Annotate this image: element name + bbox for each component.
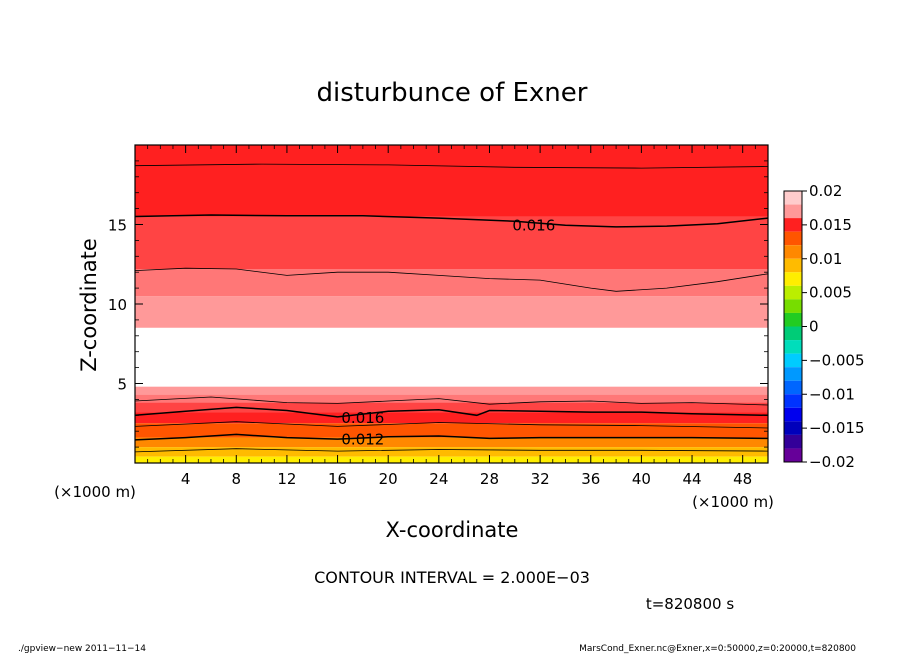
filled-contours (135, 145, 768, 463)
contour-label: 0.016 (341, 409, 384, 427)
contour-line-2 (135, 163, 768, 169)
z-unit-label: (×1000 m) (54, 483, 136, 501)
time-label: t=820800 s (646, 595, 734, 613)
band-red-band-lower (135, 402, 768, 413)
colorbar-bin (784, 353, 802, 368)
y-tick-label: 5 (117, 376, 127, 394)
colorbar (783, 190, 803, 463)
contour-line-0 (135, 214, 768, 228)
colorbar-bin (784, 272, 802, 286)
x-tick-label: 32 (531, 470, 550, 488)
source-label: MarsCond_Exner.nc@Exner,x=0:50000,z=0:20… (579, 644, 856, 654)
colorbar-ticks: 0.02 0.015 0.01 0.005 0 −0.005 −0.01 −0.015 −0.0… (802, 182, 865, 471)
colorbar-bin (784, 340, 802, 354)
x-tick-label: 4 (181, 470, 191, 488)
band-pink-band-lower (135, 394, 768, 403)
band-saturated-band-top (135, 145, 768, 217)
colorbar-bin (784, 312, 802, 327)
band-orange-band (135, 437, 768, 448)
contour-label: 0.012 (341, 430, 384, 448)
colorbar-bin (784, 326, 802, 341)
colorbar-bin (784, 367, 802, 381)
program-label: ./gpview−new 2011−11−14 (18, 644, 146, 654)
contour-line-4 (135, 406, 768, 418)
colorbar-bin (784, 394, 802, 408)
band-red-orange-band (135, 423, 768, 438)
colorbar-bin (784, 191, 802, 205)
colorbar-tick-label: 0.005 (809, 284, 852, 302)
x-tick-label: 16 (328, 470, 347, 488)
band-light-pink-band-upper (135, 296, 768, 328)
contour-labels: 0.016 0.016 0.012 (341, 217, 555, 449)
y-axis: 5 10 15 (108, 160, 768, 448)
contour-line-5 (135, 421, 768, 429)
x-tick-label: 8 (232, 470, 242, 488)
colorbar-bin (784, 218, 802, 232)
band-pink-band-upper (135, 269, 768, 297)
colorbar-bin (784, 258, 802, 273)
colorbar-bin (784, 448, 802, 462)
colorbar-tick-label: −0.005 (809, 351, 865, 369)
colorbar-bin (784, 380, 802, 395)
x-tick-label: 44 (682, 470, 701, 488)
colorbar-bin (784, 299, 802, 313)
y-tick-label: 15 (108, 217, 127, 235)
x-tick-label: 48 (733, 470, 752, 488)
y-tick-label: 10 (108, 296, 127, 314)
band-below-range-gap (135, 327, 768, 387)
contour-line-7 (135, 448, 768, 453)
contour-lines (135, 163, 768, 453)
colorbar-tick-label: −0.02 (809, 453, 855, 471)
x-tick-label: 24 (429, 470, 448, 488)
contour-interval-label: CONTOUR INTERVAL = 2.000E−03 (314, 568, 590, 587)
x-tick-label: 12 (277, 470, 296, 488)
colorbar-tick-label: 0.015 (809, 216, 852, 234)
contour-plot-area (135, 145, 768, 463)
contour-line-1 (135, 267, 768, 292)
colorbar-tick-label: 0.02 (809, 182, 842, 200)
colorbar-bin (784, 245, 802, 259)
colorbar-bin (784, 407, 802, 422)
x-tick-label: 20 (379, 470, 398, 488)
contour-label: 0.016 (512, 217, 555, 235)
x-tick-label: 40 (632, 470, 651, 488)
x-tick-label: 28 (480, 470, 499, 488)
band-light-pink-band-lower (135, 386, 768, 395)
band-amber-band (135, 447, 768, 457)
colorbar-bin (784, 421, 802, 435)
colorbar-tick-label: −0.01 (809, 385, 855, 403)
band-red-band-upper (135, 216, 768, 270)
contour-line-3 (135, 396, 768, 406)
colorbar-bin (784, 285, 802, 300)
x-axis-title: X-coordinate (386, 518, 519, 542)
colorbar-bin (784, 231, 802, 246)
colorbar-bin (784, 434, 802, 449)
x-unit-label: (×1000 m) (692, 493, 774, 511)
x-tick-label: 36 (581, 470, 600, 488)
chart-title: disturbunce of Exner (317, 78, 588, 108)
colorbar-tick-label: 0.01 (809, 250, 842, 268)
colorbar-bin (784, 204, 802, 219)
y-axis-title: Z-coordinate (77, 238, 101, 372)
x-axis: 4 8 12 16 20 24 28 32 36 40 44 48 (147, 145, 756, 488)
band-saturated-band-lower (135, 412, 768, 424)
colorbar-tick-label: 0 (809, 318, 819, 336)
colorbar-tick-label: −0.015 (809, 419, 865, 437)
contour-line-6 (135, 433, 768, 441)
